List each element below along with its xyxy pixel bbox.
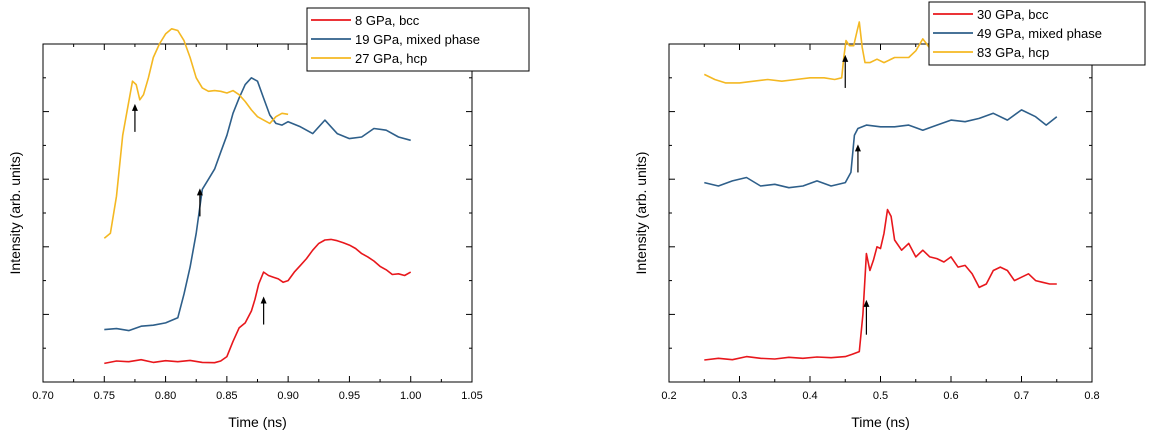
x-tick-label: 1.00 [400,390,421,402]
legend: 30 GPa, bcc 49 GPa, mixed phase 83 GPa, hc… [928,1,1146,66]
legend-label-3: 27 GPa, hcp [355,51,427,66]
legend: 8 GPa, bcc 19 GPa, mixed phase 27 GPa, hcp [306,7,530,72]
y-axis-title: Intensity (arb. units) [7,152,23,275]
chart-2: 0.2 0.3 0.4 0.5 0.6 0.7 0.8 Time (ns) Intensity … [633,1,1146,430]
x-tick-label: 0.8 [1084,390,1099,402]
x-axis-title: Time (ns) [228,414,287,430]
legend-label-2: 49 GPa, mixed phase [977,26,1102,41]
x-tick-label: 0.85 [216,390,237,402]
series-line-3 [103,27,289,239]
x-tick-label: 0.4 [802,390,817,402]
plot-frame [42,43,473,383]
x-tick-label: 0.90 [277,390,298,402]
arrow-head [854,144,861,152]
x-tick-label: 1.05 [461,390,482,402]
series-line-2 [104,77,411,332]
x-tick-label: 0.75 [94,390,115,402]
x-tick-label: 0.80 [155,390,176,402]
legend-label-3: 83 GPa, hcp [977,45,1049,60]
series-line-1 [104,238,412,365]
x-tick-label: 0.70 [32,390,53,402]
x-tick-label: 0.7 [1014,390,1029,402]
x-tick-label: 0.5 [873,390,888,402]
x-tick-label: 0.2 [661,390,676,402]
plot-frame [668,43,1093,383]
arrow-head [260,296,267,304]
series-line-1 [704,208,1057,361]
legend-label-2: 19 GPa, mixed phase [355,32,480,47]
x-tick-label: 0.6 [943,390,958,402]
x-tick-label: 0.95 [339,390,360,402]
arrow-head [131,103,138,111]
y-axis-title: Intensity (arb. units) [633,152,649,275]
arrow-head [863,299,870,307]
series-line-2 [704,109,1058,189]
chart-1: 0.70 0.75 0.80 0.85 0.90 0.95 1.00 1.05 Time (ns… [7,7,530,430]
legend-label-1: 30 GPa, bcc [977,7,1049,22]
arrow-head [196,188,203,196]
x-axis-title: Time (ns) [851,414,910,430]
legend-label-1: 8 GPa, bcc [355,13,420,28]
arrow-head [842,54,849,62]
x-tick-label: 0.3 [732,390,747,402]
